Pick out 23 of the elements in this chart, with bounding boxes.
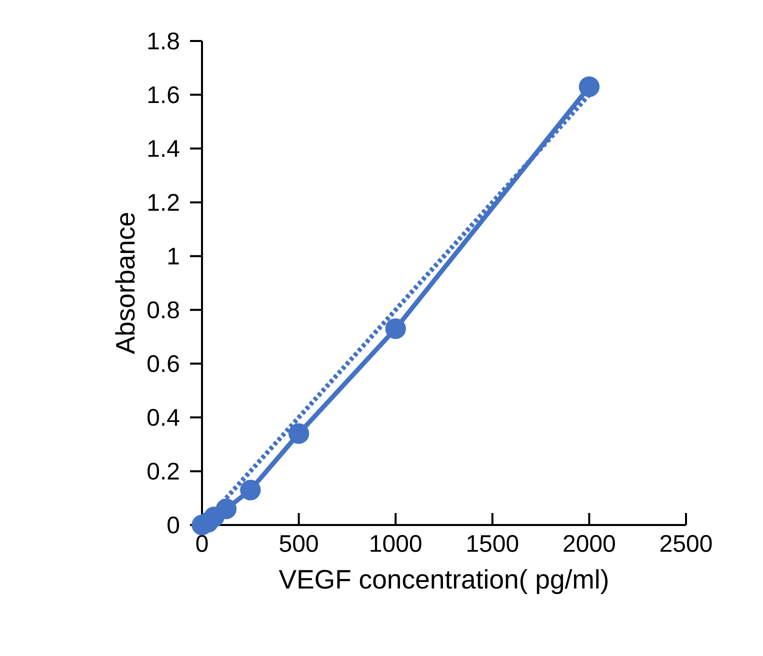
y-tick-label: 1 [168,248,179,264]
x-tick-label: 500 [280,535,318,552]
point [216,498,237,520]
point [288,423,310,444]
y-tick-label: 0.2 [148,462,179,480]
x-tick-label: 1500 [468,535,518,552]
y-tick-label: 1.8 [148,32,179,50]
x-tick-label: 0 [196,535,208,552]
x-tick-label: 2000 [564,535,615,552]
point [385,318,406,340]
y-tick-label: 1.6 [148,86,179,104]
y-tick-label: 0.6 [148,355,179,372]
y-tick-label: 0 [168,516,180,534]
y-tick-label: 1.2 [148,194,179,211]
y-axis-title: Absorbance [115,213,135,354]
x-tick-label: 1000 [370,535,422,552]
x-axis-title: VEGF concentration( pg/ml) [278,569,608,594]
point [240,480,261,500]
y-tick-label: 1.4 [148,140,180,157]
y-tick-label: 0.8 [148,301,179,318]
point [578,76,600,98]
y-tick-label: 0.4 [148,408,180,426]
x-tick-label: 2500 [660,535,712,552]
